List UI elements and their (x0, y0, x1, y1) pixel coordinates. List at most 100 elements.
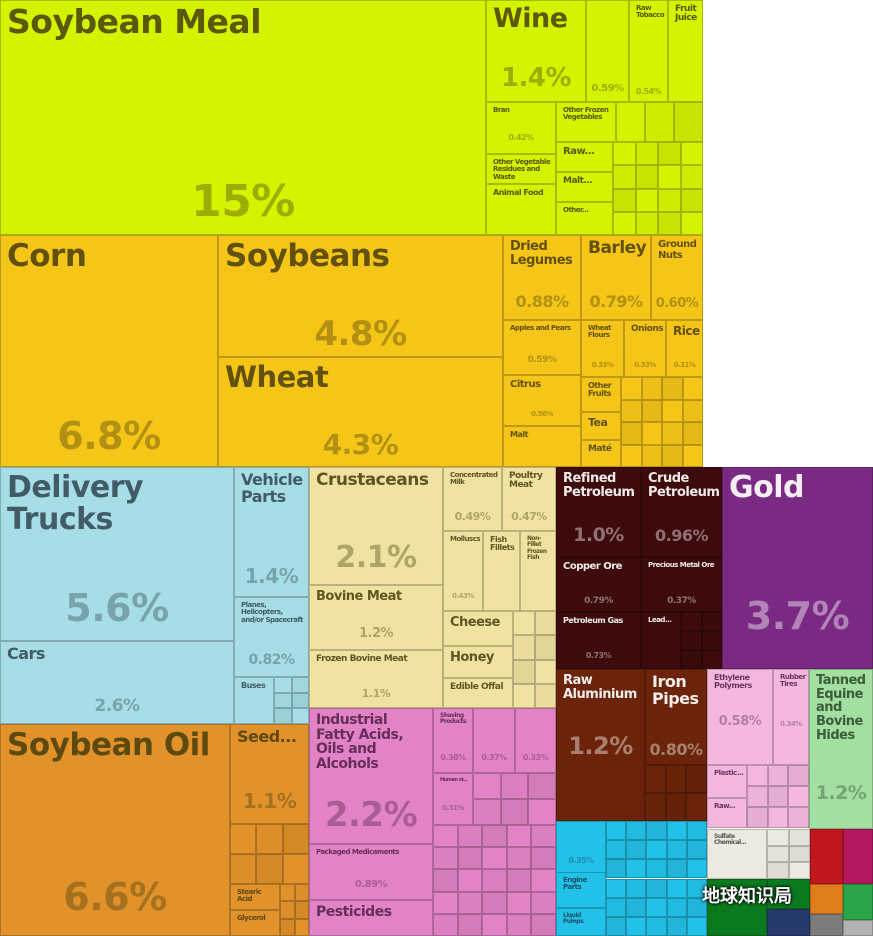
tile-value: 0.33% (634, 361, 656, 369)
tile-label: Lead... (648, 616, 672, 624)
filler-tile-oils (282, 824, 309, 854)
tile-label: Packaged Medicaments (316, 848, 399, 856)
tile-label: Onions (631, 324, 664, 334)
tile-label: Ground Nuts (658, 239, 697, 261)
filler-tile-vegetable (658, 188, 681, 212)
tile-value: 6.6% (63, 875, 167, 919)
tile-molluscs: Molluscs 0.43% (443, 531, 483, 611)
tile-value: 0.56% (531, 410, 553, 418)
filler-tile-plastics (767, 786, 789, 807)
filler-tile-animal (513, 611, 535, 636)
tile-value: 0.37% (667, 596, 696, 606)
filler-tile-metals (665, 793, 687, 821)
tile-pesticides: Pesticides (309, 900, 433, 936)
filler-tile-machines (606, 840, 627, 860)
tile-label: Frozen Bovine Meat (316, 654, 408, 664)
filler-tile-plastics (788, 807, 809, 828)
tile-value: 0.59% (527, 355, 557, 365)
filler-tile-vegetable (635, 211, 658, 235)
filler-tile-machines (686, 878, 707, 898)
tile-tanned-equine-and-bovine-hides: Tanned Equine and Bovine Hides 1.2% (809, 669, 873, 829)
tile-label: Plastic... (714, 769, 744, 777)
tile-value: 0.58% (718, 714, 762, 729)
tile-buses: Buses (234, 677, 274, 724)
filler-tile-chemicals (500, 773, 529, 799)
tile-soybean-meal: Soybean Meal 15% (0, 0, 486, 235)
filler-tile-vegetable (680, 211, 703, 235)
tile-raw-aluminium: Raw Aluminium 1.2% (556, 669, 645, 821)
filler-tile-chemicals (433, 825, 458, 848)
filler-tile-misc (843, 920, 873, 936)
tile-onions: Onions 0.33% (624, 320, 666, 377)
filler-tile-plastics (788, 786, 809, 807)
tile-label: Buses (241, 681, 266, 690)
tile-non-fillet-frozen-fish: Non-Fillet Frozen Fish (520, 531, 556, 611)
filler-tile-metals (686, 765, 707, 793)
filler-tile-stone (788, 845, 810, 863)
filler-tile-metals (645, 793, 666, 821)
filler-tile-machines (666, 840, 687, 860)
tile-value: 1.2% (358, 626, 394, 641)
filler-tile-grain (682, 444, 703, 467)
tile-label: Rice (673, 324, 700, 338)
filler-tile-machines (646, 840, 667, 860)
tile-fish-fillets: Fish Fillets (483, 531, 520, 611)
filler-tile-grain (662, 444, 683, 467)
filler-tile-plastics (767, 807, 789, 828)
filler-tile-grain (641, 422, 662, 445)
filler-tile-grain (641, 444, 662, 467)
tile-raw-tobacco: Raw Tobacco 0.54% (629, 0, 668, 102)
filler-tile-machines (606, 897, 627, 917)
tile-value: 0.37% (481, 753, 507, 762)
tile-mat: Maté (581, 440, 621, 467)
tile-corn: Corn 6.8% (0, 235, 218, 467)
filler-tile-plastics (767, 765, 789, 786)
tile-value: 0.49% (454, 510, 491, 523)
filler-tile-machines (686, 840, 707, 860)
tile-other-frozen-vegetables: Other Frozen Vegetables (556, 102, 616, 142)
tile-label: Malt... (563, 176, 593, 186)
filler-tile-vegetable (616, 102, 645, 142)
filler-tile-chemicals (457, 869, 483, 892)
filler-tile-chemicals (433, 847, 458, 870)
tile-plastic: Plastic... (707, 765, 747, 798)
tile-value: 6.8% (57, 414, 161, 458)
tile-raw: Raw... (556, 142, 613, 172)
filler-tile-oils (280, 918, 295, 936)
filler-tile-machines (606, 821, 627, 841)
filler-tile-animal (513, 635, 535, 660)
tile-malt: Malt... (556, 172, 613, 202)
filler-tile-grain (662, 377, 683, 400)
filler-tile-oils (282, 854, 309, 884)
tile-label: Other Frozen Vegetables (563, 106, 609, 122)
tile-label: Other Fruits (588, 381, 612, 399)
filler-tile-oils (230, 824, 257, 854)
tile-label: Molluscs (450, 535, 481, 543)
tile-label: Other... (563, 206, 589, 214)
tile-label: Crustaceans (316, 470, 429, 490)
filler-tile-chemicals (528, 799, 556, 825)
tile-value: 0.33% (522, 753, 549, 762)
tile-tea: Tea (581, 412, 621, 440)
tile-value: 0.60% (655, 296, 699, 311)
tile-malt: Malt (503, 426, 581, 467)
tile-raw: Raw... (707, 798, 747, 828)
tile-packaged-medicaments: Packaged Medicaments 0.89% (309, 844, 433, 900)
filler-tile-chemicals (473, 773, 501, 799)
filler-tile-oils (294, 918, 309, 936)
filler-tile-vegetable (645, 102, 674, 142)
tile-concentrated-milk: Concentrated Milk 0.49% (443, 467, 502, 531)
filler-tile-oils (280, 884, 295, 902)
tile-label: Tea (588, 416, 608, 429)
filler-tile-mineral (681, 650, 702, 669)
tile-wheat: Wheat 4.3% (218, 357, 503, 467)
filler-tile-machines (606, 916, 627, 936)
filler-tile-grain (662, 422, 683, 445)
filler-tile-vegetable (658, 165, 681, 189)
tile-label: Iron Pipes (652, 672, 699, 708)
filler-tile-machines (606, 878, 627, 898)
tile-chemicals-2: 0.37% (473, 708, 515, 773)
filler-tile-mineral (681, 631, 702, 650)
tile-label: Wine (493, 3, 568, 34)
tile-label: Glycerol (237, 914, 266, 922)
